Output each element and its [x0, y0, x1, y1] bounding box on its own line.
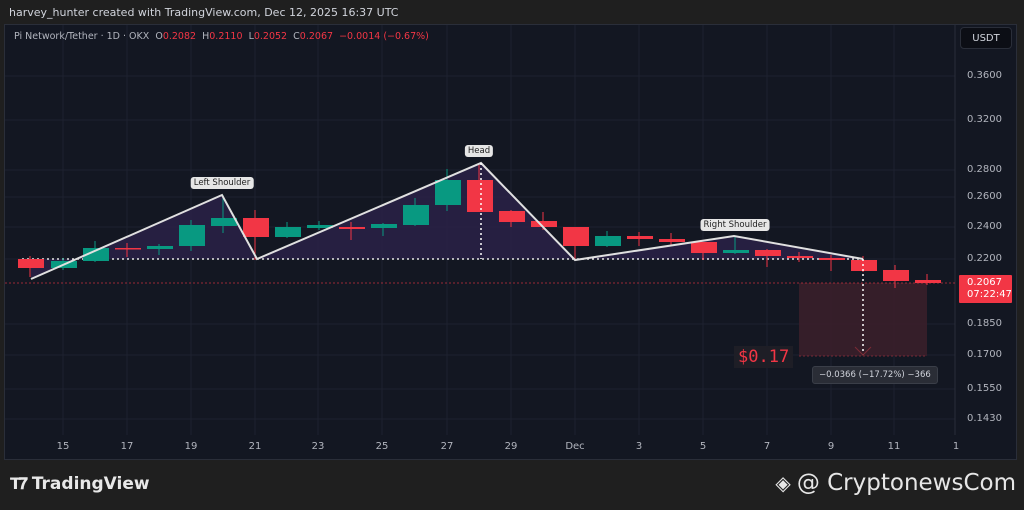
tradingview-mark-icon: T𝟕	[10, 474, 28, 493]
price-axis-label: 0.2200	[967, 253, 1002, 264]
price-axis-label: 0.1700	[967, 349, 1002, 360]
time-axis-label: 9	[827, 441, 835, 452]
time-axis-label: 5	[699, 441, 707, 452]
watermark: ◈ @ CryptonewsCom	[775, 470, 1016, 496]
time-axis-label: 29	[504, 441, 518, 452]
time-axis-label: 19	[184, 441, 198, 452]
price-axis-label: 0.2800	[967, 164, 1002, 175]
time-axis-label: Dec	[565, 441, 585, 452]
price-axis-label: 0.3200	[967, 114, 1002, 125]
time-axis-label: 17	[120, 441, 134, 452]
currency-button[interactable]: USDT	[960, 27, 1012, 49]
price-axis-label: 0.2600	[967, 191, 1002, 202]
right-shoulder-label: Right Shoulder	[700, 219, 770, 231]
time-axis-label: 25	[375, 441, 389, 452]
last-price-badge: 0.2067 07:22:47	[959, 275, 1012, 303]
price-axis-label: 0.1550	[967, 383, 1002, 394]
time-axis-label: 23	[311, 441, 325, 452]
time-axis-label: 11	[887, 441, 901, 452]
target-price-label: $0.17	[734, 346, 794, 368]
measure-label: −0.0366 (−17.72%) −366	[812, 366, 938, 384]
time-axis-label: 27	[440, 441, 454, 452]
head-label: Head	[464, 145, 494, 157]
left-shoulder-label: Left Shoulder	[190, 177, 254, 189]
price-axis-label: 0.3600	[967, 70, 1002, 81]
price-axis-label: 0.1850	[967, 318, 1002, 329]
time-axis-label: 7	[763, 441, 771, 452]
price-axis-label: 0.2400	[967, 221, 1002, 232]
time-axis-label: 1	[952, 441, 960, 452]
chart-credit: harvey_hunter created with TradingView.c…	[9, 6, 399, 19]
price-axis-label: 0.1430	[967, 413, 1002, 424]
tradingview-logo: T𝟕 TradingView	[10, 474, 150, 494]
time-axis-label: 21	[248, 441, 262, 452]
projection-arrow-icon	[854, 346, 872, 356]
time-axis-label: 15	[56, 441, 70, 452]
pattern-fill	[31, 163, 863, 279]
binance-diamond-icon: ◈	[775, 471, 791, 495]
symbol-legend: Pi Network/Tether · 1D · OKX O0.2082 H0.…	[14, 31, 429, 42]
time-axis-label: 3	[635, 441, 643, 452]
